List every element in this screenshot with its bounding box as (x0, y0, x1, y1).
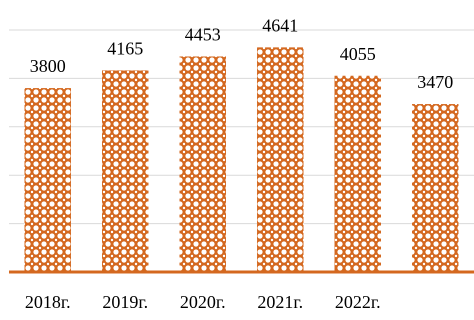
data-label: 4055 (340, 44, 376, 64)
x-tick-label: 2020г. (180, 292, 226, 312)
x-tick-label: 2021г. (257, 292, 303, 312)
x-tick-label: 2018г. (25, 292, 71, 312)
data-label: 4165 (107, 39, 143, 59)
data-label: 4641 (262, 16, 298, 36)
bar (24, 88, 71, 272)
bar (102, 70, 149, 272)
data-label: 3800 (30, 56, 66, 76)
data-label: 4453 (185, 25, 221, 45)
bar (334, 75, 381, 272)
x-tick-label: 2022г. (335, 292, 381, 312)
data-label: 3470 (417, 72, 453, 92)
bar (257, 47, 304, 273)
bar (179, 56, 226, 273)
bar (412, 104, 459, 272)
x-tick-label: 2019г. (102, 292, 148, 312)
